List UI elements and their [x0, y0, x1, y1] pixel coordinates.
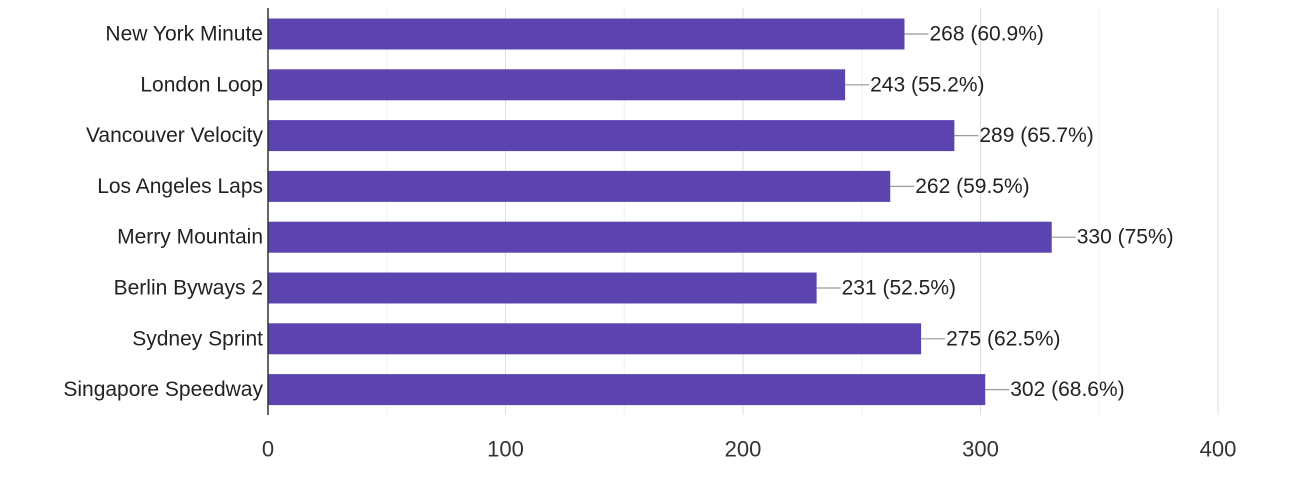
- x-tick-label: 400: [1200, 437, 1237, 462]
- bars: [268, 18, 1052, 406]
- data-label: 302 (68.6%): [1010, 378, 1124, 401]
- category-label: Los Angeles Laps: [97, 175, 263, 198]
- bar: [268, 120, 955, 152]
- bar: [268, 221, 1052, 253]
- labels: 268 (60.9%) New York Minute 243 (55.2%) Lon…: [63, 23, 1173, 402]
- category-label: Sydney Sprint: [132, 327, 263, 350]
- bar: [268, 272, 817, 304]
- category-label: New York Minute: [105, 23, 263, 46]
- x-tick-label: 100: [487, 437, 524, 462]
- data-label: 275 (62.5%): [946, 327, 1060, 350]
- bar: [268, 170, 891, 202]
- category-label: Berlin Byways 2: [114, 277, 263, 300]
- category-label: Vancouver Velocity: [86, 124, 264, 147]
- data-label: 289 (65.7%): [979, 124, 1093, 147]
- category-label: London Loop: [140, 73, 263, 96]
- category-label: Merry Mountain: [117, 226, 263, 249]
- bar: [268, 374, 986, 406]
- data-label: 243 (55.2%): [870, 73, 984, 96]
- category-label: Singapore Speedway: [63, 378, 263, 401]
- data-label: 262 (59.5%): [915, 175, 1029, 198]
- bar: [268, 69, 846, 101]
- bar: [268, 18, 905, 50]
- axes: 0 100 200 300 400: [262, 8, 1236, 462]
- x-tick-label: 300: [962, 437, 999, 462]
- bar: [268, 323, 922, 355]
- data-label: 231 (52.5%): [842, 277, 956, 300]
- data-label: 268 (60.9%): [930, 23, 1044, 46]
- data-label: 330 (75%): [1077, 226, 1174, 249]
- x-tick-label: 200: [725, 437, 762, 462]
- x-tick-label: 0: [262, 437, 274, 462]
